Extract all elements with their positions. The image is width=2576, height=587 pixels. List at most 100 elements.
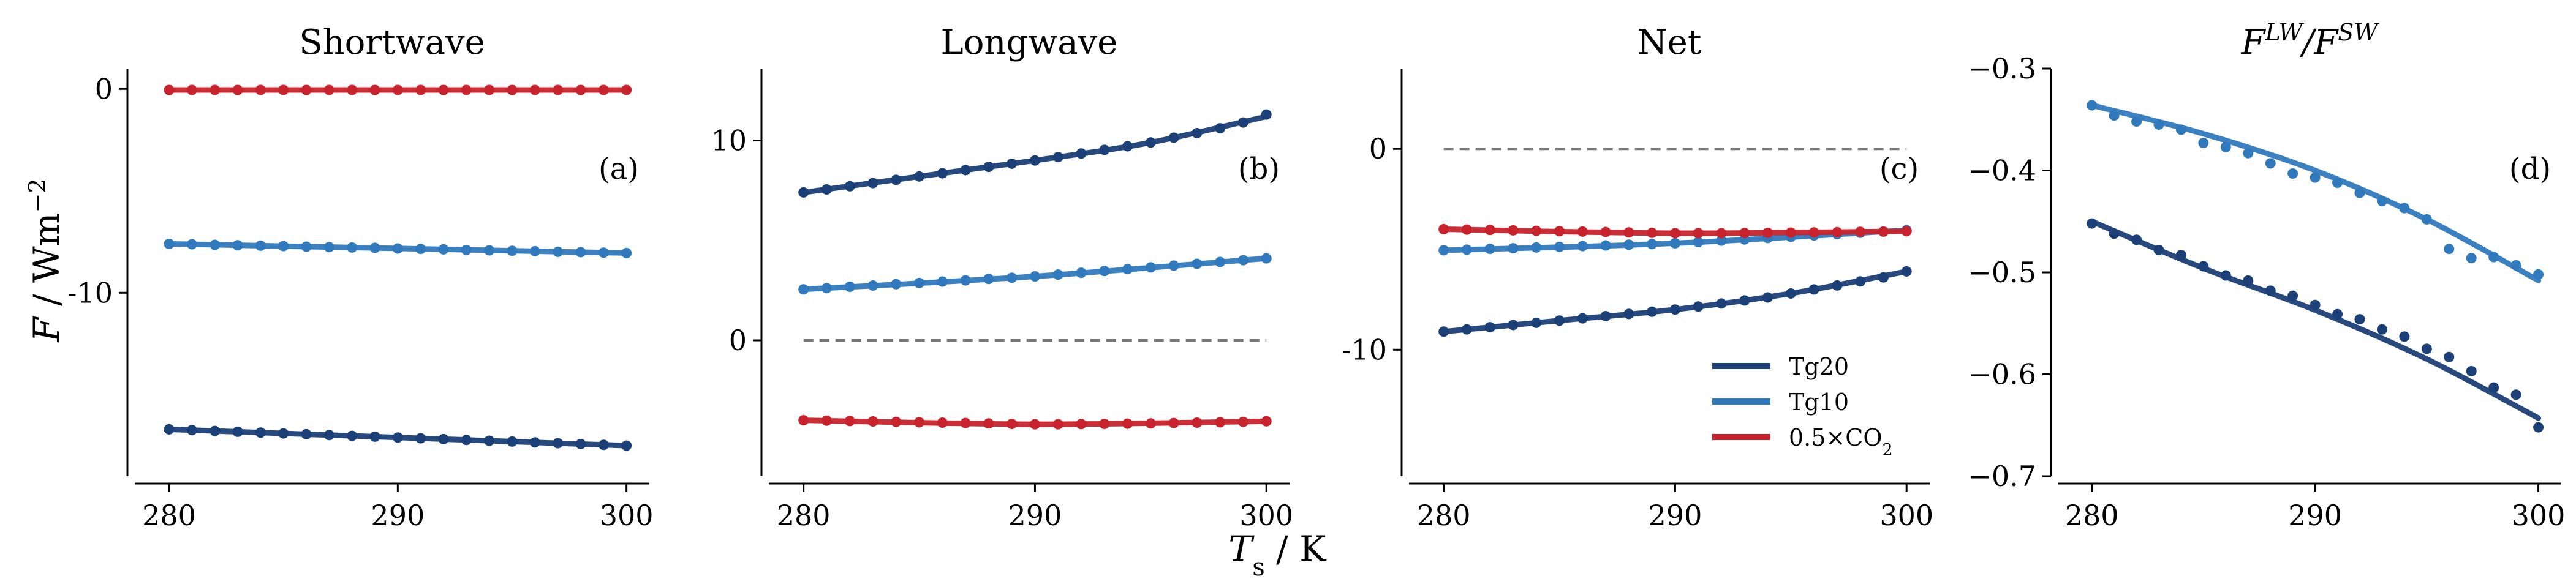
- data-point: [983, 418, 994, 429]
- y-tick-label: 0: [1369, 132, 1387, 165]
- data-point: [1762, 292, 1773, 303]
- data-point: [983, 274, 994, 285]
- data-point: [2153, 119, 2164, 130]
- data-point: [255, 84, 266, 95]
- data-point: [844, 181, 855, 192]
- x-tick-label: 280: [2065, 499, 2119, 532]
- series-0.5×CO2: [798, 415, 1272, 430]
- data-point: [529, 437, 540, 448]
- data-point: [2131, 234, 2142, 245]
- data-point: [891, 416, 902, 427]
- data-point: [1878, 272, 1889, 283]
- data-point: [507, 436, 518, 447]
- data-point: [553, 84, 564, 95]
- data-point: [598, 84, 609, 95]
- data-point: [844, 416, 855, 427]
- series-Tg20: [2087, 218, 2544, 433]
- panel-2: Longwave 280 290 300 10 0 (b): [711, 23, 1293, 532]
- data-point: [461, 435, 472, 446]
- data-point: [1145, 262, 1156, 273]
- data-point: [2332, 308, 2343, 320]
- data-point: [598, 247, 609, 258]
- data-point: [2287, 290, 2298, 301]
- data-point: [1007, 272, 1018, 283]
- data-point: [438, 84, 449, 95]
- data-point: [1484, 225, 1495, 236]
- panel-label: (c): [1879, 152, 1919, 186]
- data-point: [1508, 243, 1519, 254]
- data-point: [1168, 132, 1179, 143]
- data-point: [2087, 100, 2098, 111]
- data-point: [937, 276, 948, 287]
- panel-label: (b): [1238, 152, 1280, 186]
- x-tick-label: 290: [371, 499, 425, 532]
- fit-line: [2089, 102, 2542, 283]
- data-point: [1461, 324, 1472, 335]
- data-point: [415, 433, 426, 444]
- data-point: [1693, 228, 1704, 239]
- data-point: [1192, 127, 1203, 138]
- data-point: [960, 165, 971, 176]
- data-point: [323, 84, 334, 95]
- data-point: [2310, 299, 2321, 310]
- data-point: [867, 416, 878, 427]
- x-tick-label: 290: [1008, 499, 1062, 532]
- panel-title: FLW/FSW: [2241, 19, 2380, 62]
- data-point: [369, 242, 380, 253]
- data-point: [553, 246, 564, 257]
- data-point: [301, 428, 312, 439]
- data-point: [1508, 320, 1519, 331]
- data-point: [2510, 260, 2521, 271]
- data-point: [164, 424, 175, 435]
- data-point: [1261, 109, 1272, 120]
- data-point: [1785, 288, 1796, 299]
- data-point: [1237, 117, 1248, 128]
- data-point: [1215, 123, 1226, 134]
- data-point: [2175, 124, 2186, 135]
- data-point: [484, 84, 495, 95]
- data-point: [1531, 317, 1542, 328]
- data-point: [1647, 306, 1658, 317]
- data-point: [1029, 419, 1040, 430]
- y-tick-label: -10: [1342, 333, 1387, 366]
- y-tick-label: −0.3: [1968, 52, 2036, 85]
- data-point: [1901, 266, 1912, 277]
- data-point: [1623, 227, 1634, 238]
- data-point: [210, 239, 221, 250]
- data-point: [2399, 331, 2410, 342]
- data-point: [2220, 141, 2231, 152]
- data-point: [415, 84, 426, 95]
- data-point: [1855, 276, 1866, 287]
- data-point: [278, 241, 289, 252]
- data-point: [1052, 269, 1063, 280]
- data-point: [1577, 241, 1588, 252]
- data-point: [937, 168, 948, 179]
- data-point: [891, 279, 902, 290]
- data-point: [1669, 237, 1680, 249]
- data-point: [278, 84, 289, 95]
- data-point: [164, 238, 175, 249]
- data-point: [621, 84, 632, 95]
- data-point: [2131, 116, 2142, 127]
- data-point: [1623, 308, 1634, 320]
- data-point: [983, 162, 994, 173]
- data-point: [2109, 110, 2120, 121]
- data-point: [392, 243, 403, 254]
- data-point: [2354, 187, 2365, 198]
- data-point: [1739, 228, 1750, 239]
- y-tick-label: 0: [95, 72, 113, 105]
- data-point: [2376, 324, 2387, 335]
- data-point: [1808, 227, 1819, 238]
- panel-title: Longwave: [941, 23, 1118, 62]
- x-tick-label: 300: [2512, 499, 2566, 532]
- data-point: [186, 84, 197, 95]
- data-point: [2310, 172, 2321, 183]
- data-point: [621, 440, 632, 451]
- data-point: [1261, 416, 1272, 427]
- x-tick-label: 290: [2288, 499, 2342, 532]
- data-point: [821, 184, 832, 195]
- data-point: [2265, 285, 2276, 296]
- panel-4: FLW/FSW 280 290 300 −0.3 −0.4 −0.5 −0.6 −0.7 (d): [1968, 19, 2565, 532]
- data-point: [1716, 298, 1727, 309]
- data-point: [2399, 203, 2410, 214]
